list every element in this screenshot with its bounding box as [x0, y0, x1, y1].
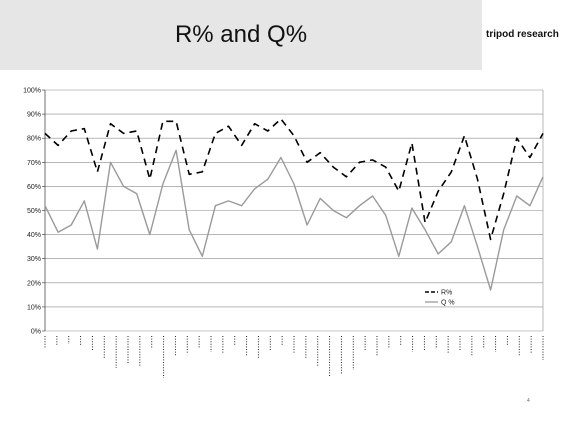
series-lines — [44, 118, 544, 291]
legend-label: Q % — [441, 300, 455, 307]
y-axis-ticks: 0% 10% 20% 30% 40% 50% 60% 70% 80% 90% 100% — [23, 88, 45, 336]
y-tick-label: 90% — [27, 112, 41, 119]
y-tick-label: 20% — [27, 280, 41, 287]
y-tick-label: 70% — [27, 160, 41, 167]
y-tick-label: 0% — [31, 329, 41, 336]
slide-title: R% and Q% — [174, 21, 308, 48]
y-tick-label: 60% — [27, 184, 41, 191]
x-axis-tick-labels — [44, 336, 544, 378]
y-tick-label: 100% — [23, 88, 41, 95]
series-line-q — [44, 149, 544, 291]
y-tick-label: 50% — [27, 208, 41, 215]
brand-label: tripod research — [486, 29, 559, 40]
legend: R% Q % — [425, 290, 455, 307]
y-tick-label: 30% — [27, 256, 41, 263]
grid-lines — [44, 89, 544, 332]
y-tick-label: 10% — [27, 304, 41, 311]
title-bar — [0, 0, 482, 70]
series-line-r — [44, 118, 544, 241]
y-tick-label: 80% — [27, 136, 41, 143]
y-tick-label: 40% — [27, 232, 41, 239]
legend-label: R% — [441, 290, 452, 297]
page-number: 4 — [527, 398, 530, 404]
